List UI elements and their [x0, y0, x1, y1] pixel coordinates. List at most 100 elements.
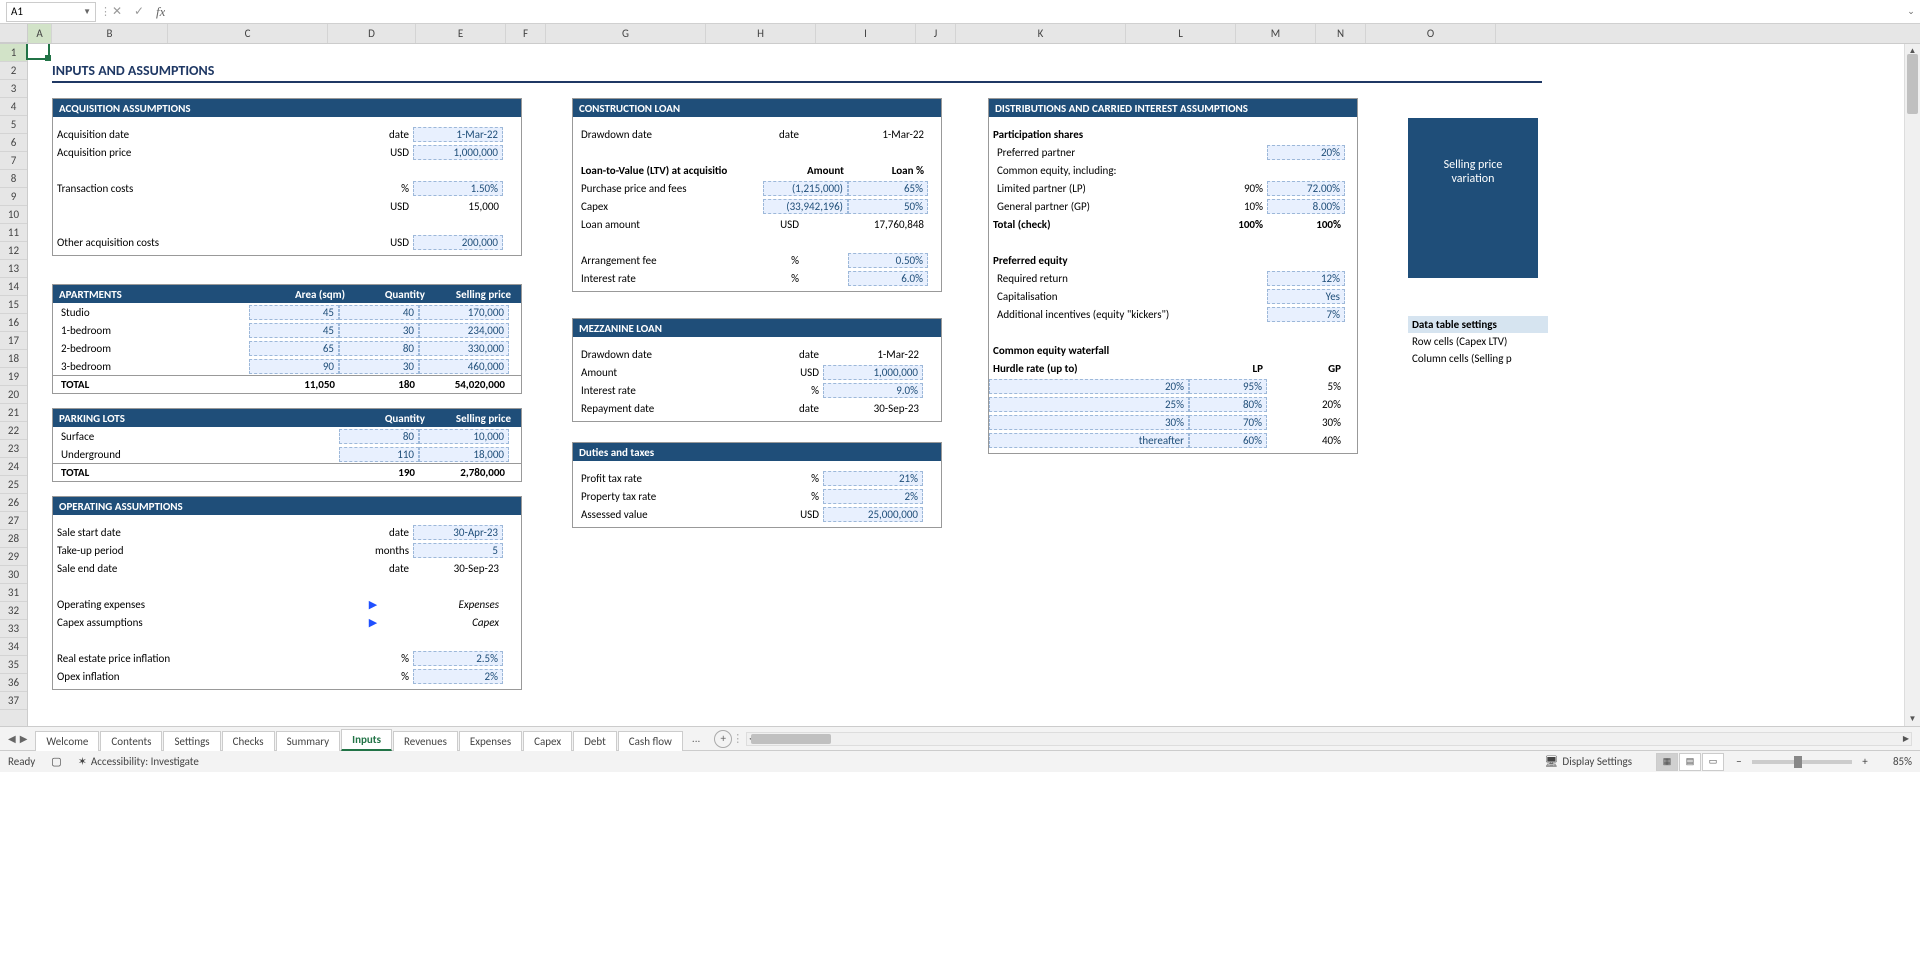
cancel-icon[interactable]: ✕ [108, 3, 126, 21]
row-header-20[interactable]: 20 [0, 386, 27, 404]
tab-contents[interactable]: Contents [100, 731, 162, 751]
column-header-C[interactable]: C [168, 24, 328, 43]
enter-icon[interactable]: ✓ [130, 3, 148, 21]
display-settings[interactable]: 🖥 Display Settings [1544, 755, 1632, 768]
row-header-11[interactable]: 11 [0, 224, 27, 242]
row-header-14[interactable]: 14 [0, 278, 27, 296]
row-header-5[interactable]: 5 [0, 116, 27, 134]
row-header-29[interactable]: 29 [0, 548, 27, 566]
tab-more[interactable]: ... [684, 732, 708, 745]
tab-settings[interactable]: Settings [163, 731, 220, 751]
view-page-layout-icon[interactable]: ▤ [1679, 753, 1701, 771]
row-header-30[interactable]: 30 [0, 566, 27, 584]
row-header-3[interactable]: 3 [0, 80, 27, 98]
name-box[interactable]: A1 ▼ [6, 2, 96, 22]
row-header-23[interactable]: 23 [0, 440, 27, 458]
row-header-7[interactable]: 7 [0, 152, 27, 170]
fx-icon[interactable]: fx [156, 4, 165, 20]
column-header-L[interactable]: L [1126, 24, 1236, 43]
row-header-32[interactable]: 32 [0, 602, 27, 620]
zoom-in-icon[interactable]: + [1858, 755, 1872, 768]
tab-inputs[interactable]: Inputs [341, 729, 392, 751]
name-box-dropdown-icon[interactable]: ▼ [83, 7, 91, 17]
zoom-slider[interactable] [1752, 760, 1852, 764]
row-header-19[interactable]: 19 [0, 368, 27, 386]
row-header-2[interactable]: 2 [0, 62, 27, 80]
column-header-I[interactable]: I [816, 24, 916, 43]
row-header-10[interactable]: 10 [0, 206, 27, 224]
hscroll-thumb[interactable] [751, 734, 831, 744]
table-row [573, 233, 941, 251]
table-row: Property tax rate % 2% [573, 487, 941, 505]
row-header-35[interactable]: 35 [0, 656, 27, 674]
column-header-M[interactable]: M [1236, 24, 1316, 43]
row-header-25[interactable]: 25 [0, 476, 27, 494]
row-header-6[interactable]: 6 [0, 134, 27, 152]
vertical-scrollbar[interactable]: ▲ ▼ [1904, 44, 1920, 726]
cells-area[interactable]: INPUTS AND ASSUMPTIONS ACQUISITION ASSUM… [28, 44, 1904, 726]
table-row: Additional incentives (equity "kickers")… [989, 305, 1357, 323]
row-header-16[interactable]: 16 [0, 314, 27, 332]
row-header-37[interactable]: 37 [0, 692, 27, 710]
tab-debt[interactable]: Debt [573, 731, 617, 751]
table-row: Surface8010,000 [53, 427, 521, 445]
row-header-31[interactable]: 31 [0, 584, 27, 602]
add-sheet-icon[interactable]: + [714, 730, 732, 748]
row-header-34[interactable]: 34 [0, 638, 27, 656]
row-header-4[interactable]: 4 [0, 98, 27, 116]
scroll-thumb[interactable] [1907, 54, 1918, 114]
row-header-22[interactable]: 22 [0, 422, 27, 440]
view-normal-icon[interactable]: ▦ [1656, 753, 1678, 771]
row-header-26[interactable]: 26 [0, 494, 27, 512]
row-header-12[interactable]: 12 [0, 242, 27, 260]
zoom-level[interactable]: 85% [1872, 755, 1912, 768]
column-header-D[interactable]: D [328, 24, 416, 43]
formula-input[interactable] [165, 2, 1902, 22]
column-header-F[interactable]: F [506, 24, 546, 43]
column-header-O[interactable]: O [1366, 24, 1496, 43]
row-header-18[interactable]: 18 [0, 350, 27, 368]
column-header-G[interactable]: G [546, 24, 706, 43]
row-header-17[interactable]: 17 [0, 332, 27, 350]
row-header-8[interactable]: 8 [0, 170, 27, 188]
column-header-N[interactable]: N [1316, 24, 1366, 43]
accessibility-status[interactable]: ✶ Accessibility: Investigate [78, 755, 199, 768]
row-header-36[interactable]: 36 [0, 674, 27, 692]
accessibility-icon: ✶ [78, 755, 87, 768]
row-header-15[interactable]: 15 [0, 296, 27, 314]
expand-formula-bar-icon[interactable]: ⌄ [1902, 6, 1920, 17]
row-header-1[interactable]: 1 [0, 44, 27, 62]
column-header-H[interactable]: H [706, 24, 816, 43]
column-header-A[interactable]: A [28, 24, 52, 43]
view-page-break-icon[interactable]: ▭ [1702, 753, 1724, 771]
zoom-knob[interactable] [1794, 756, 1802, 768]
column-header-K[interactable]: K [956, 24, 1126, 43]
select-all-corner[interactable] [0, 24, 28, 43]
zoom-out-icon[interactable]: − [1732, 755, 1746, 768]
row-header-13[interactable]: 13 [0, 260, 27, 278]
apartments-header: APARTMENTS Area (sqm) Quantity Selling p… [53, 285, 521, 303]
tab-nav-prev-icon[interactable]: ◀ [8, 732, 16, 745]
tab-revenues[interactable]: Revenues [393, 731, 458, 751]
table-row: Underground11018,000 [53, 445, 521, 463]
tab-capex[interactable]: Capex [523, 731, 572, 751]
row-header-27[interactable]: 27 [0, 512, 27, 530]
column-header-B[interactable]: B [52, 24, 168, 43]
tab-welcome[interactable]: Welcome [35, 731, 99, 751]
row-header-9[interactable]: 9 [0, 188, 27, 206]
tab-checks[interactable]: Checks [222, 731, 275, 751]
horizontal-scrollbar[interactable]: ◀ ▶ [746, 732, 1912, 746]
row-header-21[interactable]: 21 [0, 404, 27, 422]
scroll-right-icon[interactable]: ▶ [1899, 733, 1913, 745]
column-header-J[interactable]: J [916, 24, 956, 43]
row-header-24[interactable]: 24 [0, 458, 27, 476]
tab-expenses[interactable]: Expenses [459, 731, 522, 751]
tab-summary[interactable]: Summary [276, 731, 341, 751]
scroll-down-icon[interactable]: ▼ [1905, 712, 1920, 726]
tab-cash-flow[interactable]: Cash flow [618, 731, 683, 751]
row-header-28[interactable]: 28 [0, 530, 27, 548]
row-header-33[interactable]: 33 [0, 620, 27, 638]
tab-nav-next-icon[interactable]: ▶ [20, 732, 28, 745]
macro-record-icon[interactable]: ▢ [51, 755, 61, 768]
column-header-E[interactable]: E [416, 24, 506, 43]
